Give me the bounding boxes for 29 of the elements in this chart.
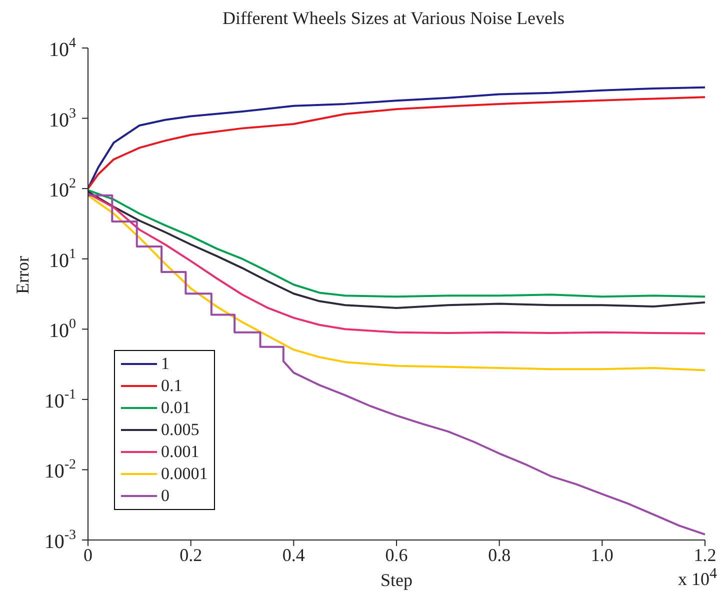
x-axis-title: Step xyxy=(380,570,413,590)
legend-label: 0.1 xyxy=(161,376,182,396)
line-series xyxy=(88,194,705,536)
x-tick-label: 0.6 xyxy=(385,544,408,565)
y-tick-label: 10$^{3}$ xyxy=(49,106,76,132)
legend-label: 1 xyxy=(161,354,170,374)
legend-label: 0.0001 xyxy=(161,464,208,484)
x-tick-label: 0.8 xyxy=(488,544,511,565)
legend-label: 0 xyxy=(161,486,170,506)
y-tick-label: 10$^{-1}$ xyxy=(44,387,76,412)
y-tick-label: 10$^{4}$ xyxy=(49,36,76,61)
legend-label: 0.01 xyxy=(161,398,191,418)
y-tick-label: 10$^{0}$ xyxy=(49,317,76,342)
chart-title: Different Wheels Sizes at Various Noise Levels xyxy=(222,8,566,30)
x-tick-label: 0.4 xyxy=(282,544,305,565)
legend-label: 0.005 xyxy=(161,420,200,440)
x-tick-label: 1.0 xyxy=(590,544,614,565)
y-tick-label: 10$^{2}$ xyxy=(49,176,76,202)
line-series xyxy=(88,192,705,334)
y-tick-label: 10$^{-3}$ xyxy=(44,528,76,553)
y-axis-title: Error xyxy=(12,256,32,294)
legend-label: 0.001 xyxy=(161,442,200,462)
x-tick-label: 0.2 xyxy=(180,544,202,565)
y-tick-label: 10$^{-2}$ xyxy=(44,458,76,483)
line-series xyxy=(88,194,705,372)
x-tick-label: 0 xyxy=(84,544,92,565)
x-tick-label: 1.2 xyxy=(694,544,716,565)
text: x 10$^{4}$ xyxy=(678,566,717,590)
y-tick-label: 10$^{1}$ xyxy=(49,246,76,272)
